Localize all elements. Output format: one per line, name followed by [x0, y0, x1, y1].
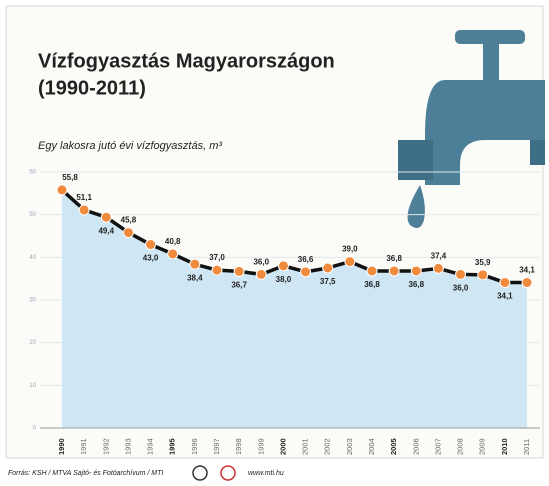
value-label: 36,8: [408, 280, 424, 289]
x-tick-label: 2008: [456, 438, 465, 455]
x-tick-label: 2006: [411, 438, 420, 455]
value-label: 34,1: [519, 266, 535, 275]
marker: [301, 267, 311, 277]
value-label: 51,1: [76, 193, 92, 202]
value-label: 37,0: [209, 253, 225, 262]
subtitle: (1990-2011): [38, 77, 146, 99]
marker: [389, 266, 399, 276]
marker: [433, 263, 443, 273]
marker: [168, 249, 178, 259]
value-label: 36,0: [453, 284, 469, 293]
marker: [456, 269, 466, 279]
x-tick-label: 2011: [522, 439, 531, 455]
x-tick-label: 2002: [323, 438, 332, 455]
value-label: 37,4: [431, 252, 447, 261]
x-tick-label: 2000: [278, 438, 287, 455]
value-label: 40,8: [165, 237, 181, 246]
x-tick-label: 1997: [212, 438, 221, 455]
y-tick-label: 60: [29, 170, 36, 176]
marker: [234, 266, 244, 276]
y-tick-label: 30: [29, 298, 36, 304]
source: Forrás: KSH / MTVA Sajtó- és Fotóarchívu…: [8, 470, 163, 477]
marker: [190, 259, 200, 269]
value-label: 35,9: [475, 258, 491, 267]
value-label: 37,5: [320, 277, 336, 286]
x-tick-label: 2005: [389, 438, 398, 455]
footer: Forrás: KSH / MTVA Sajtó- és Fotóarchívu…: [8, 466, 284, 480]
marker: [256, 269, 266, 279]
x-tick-label: 2010: [500, 438, 509, 455]
marker: [123, 228, 133, 238]
x-tick-label: 2001: [301, 438, 310, 455]
x-tick-label: 1990: [57, 438, 66, 455]
infographic: Vízfogyasztás Magyarországon (1990-2011)…: [0, 0, 549, 486]
value-label: 38,0: [276, 275, 292, 284]
marker: [212, 265, 222, 275]
marker: [367, 266, 377, 276]
x-tick-label: 2007: [433, 438, 442, 455]
marker: [478, 270, 488, 280]
value-label: 43,0: [143, 254, 159, 263]
marker: [500, 278, 510, 288]
url: www.mti.hu: [248, 470, 284, 477]
y-tick-label: 40: [29, 255, 36, 261]
marker: [323, 263, 333, 273]
value-label: 36,6: [298, 255, 314, 264]
x-tick-label: 2004: [367, 438, 376, 455]
x-tick-label: 1998: [234, 438, 243, 455]
value-label: 45,8: [121, 216, 137, 225]
y-tick-label: 50: [29, 212, 36, 218]
value-label: 34,1: [497, 292, 513, 301]
marker: [411, 266, 421, 276]
value-label: 39,0: [342, 245, 358, 254]
marker: [146, 240, 156, 250]
marker: [79, 205, 89, 215]
x-tick-label: 1994: [146, 438, 155, 455]
y-tick-label: 10: [29, 383, 36, 389]
x-tick-label: 2003: [345, 438, 354, 455]
x-tick-label: 1992: [101, 438, 110, 455]
x-tick-label: 1999: [256, 438, 265, 455]
marker: [522, 278, 532, 288]
x-tick-label: 1991: [79, 438, 88, 455]
marker: [101, 212, 111, 222]
value-label: 36,8: [364, 280, 380, 289]
marker: [57, 185, 67, 195]
x-tick-label: 1993: [123, 438, 132, 455]
value-label: 49,4: [98, 226, 114, 235]
value-label: 36,0: [253, 258, 269, 267]
x-tick-label: 1996: [190, 438, 199, 455]
value-label: 36,7: [231, 281, 247, 290]
y-tick-label: 20: [29, 340, 36, 346]
x-tick-label: 1995: [168, 438, 177, 455]
marker: [345, 257, 355, 267]
y-axis-title: Egy lakosra jutó évi vízfogyasztás, m³: [38, 140, 222, 152]
value-label: 38,4: [187, 273, 203, 282]
value-label: 55,8: [62, 173, 78, 182]
marker: [278, 261, 288, 271]
value-label: 36,8: [386, 254, 402, 263]
x-tick-label: 2009: [478, 438, 487, 455]
title: Vízfogyasztás Magyarországon: [38, 50, 335, 72]
